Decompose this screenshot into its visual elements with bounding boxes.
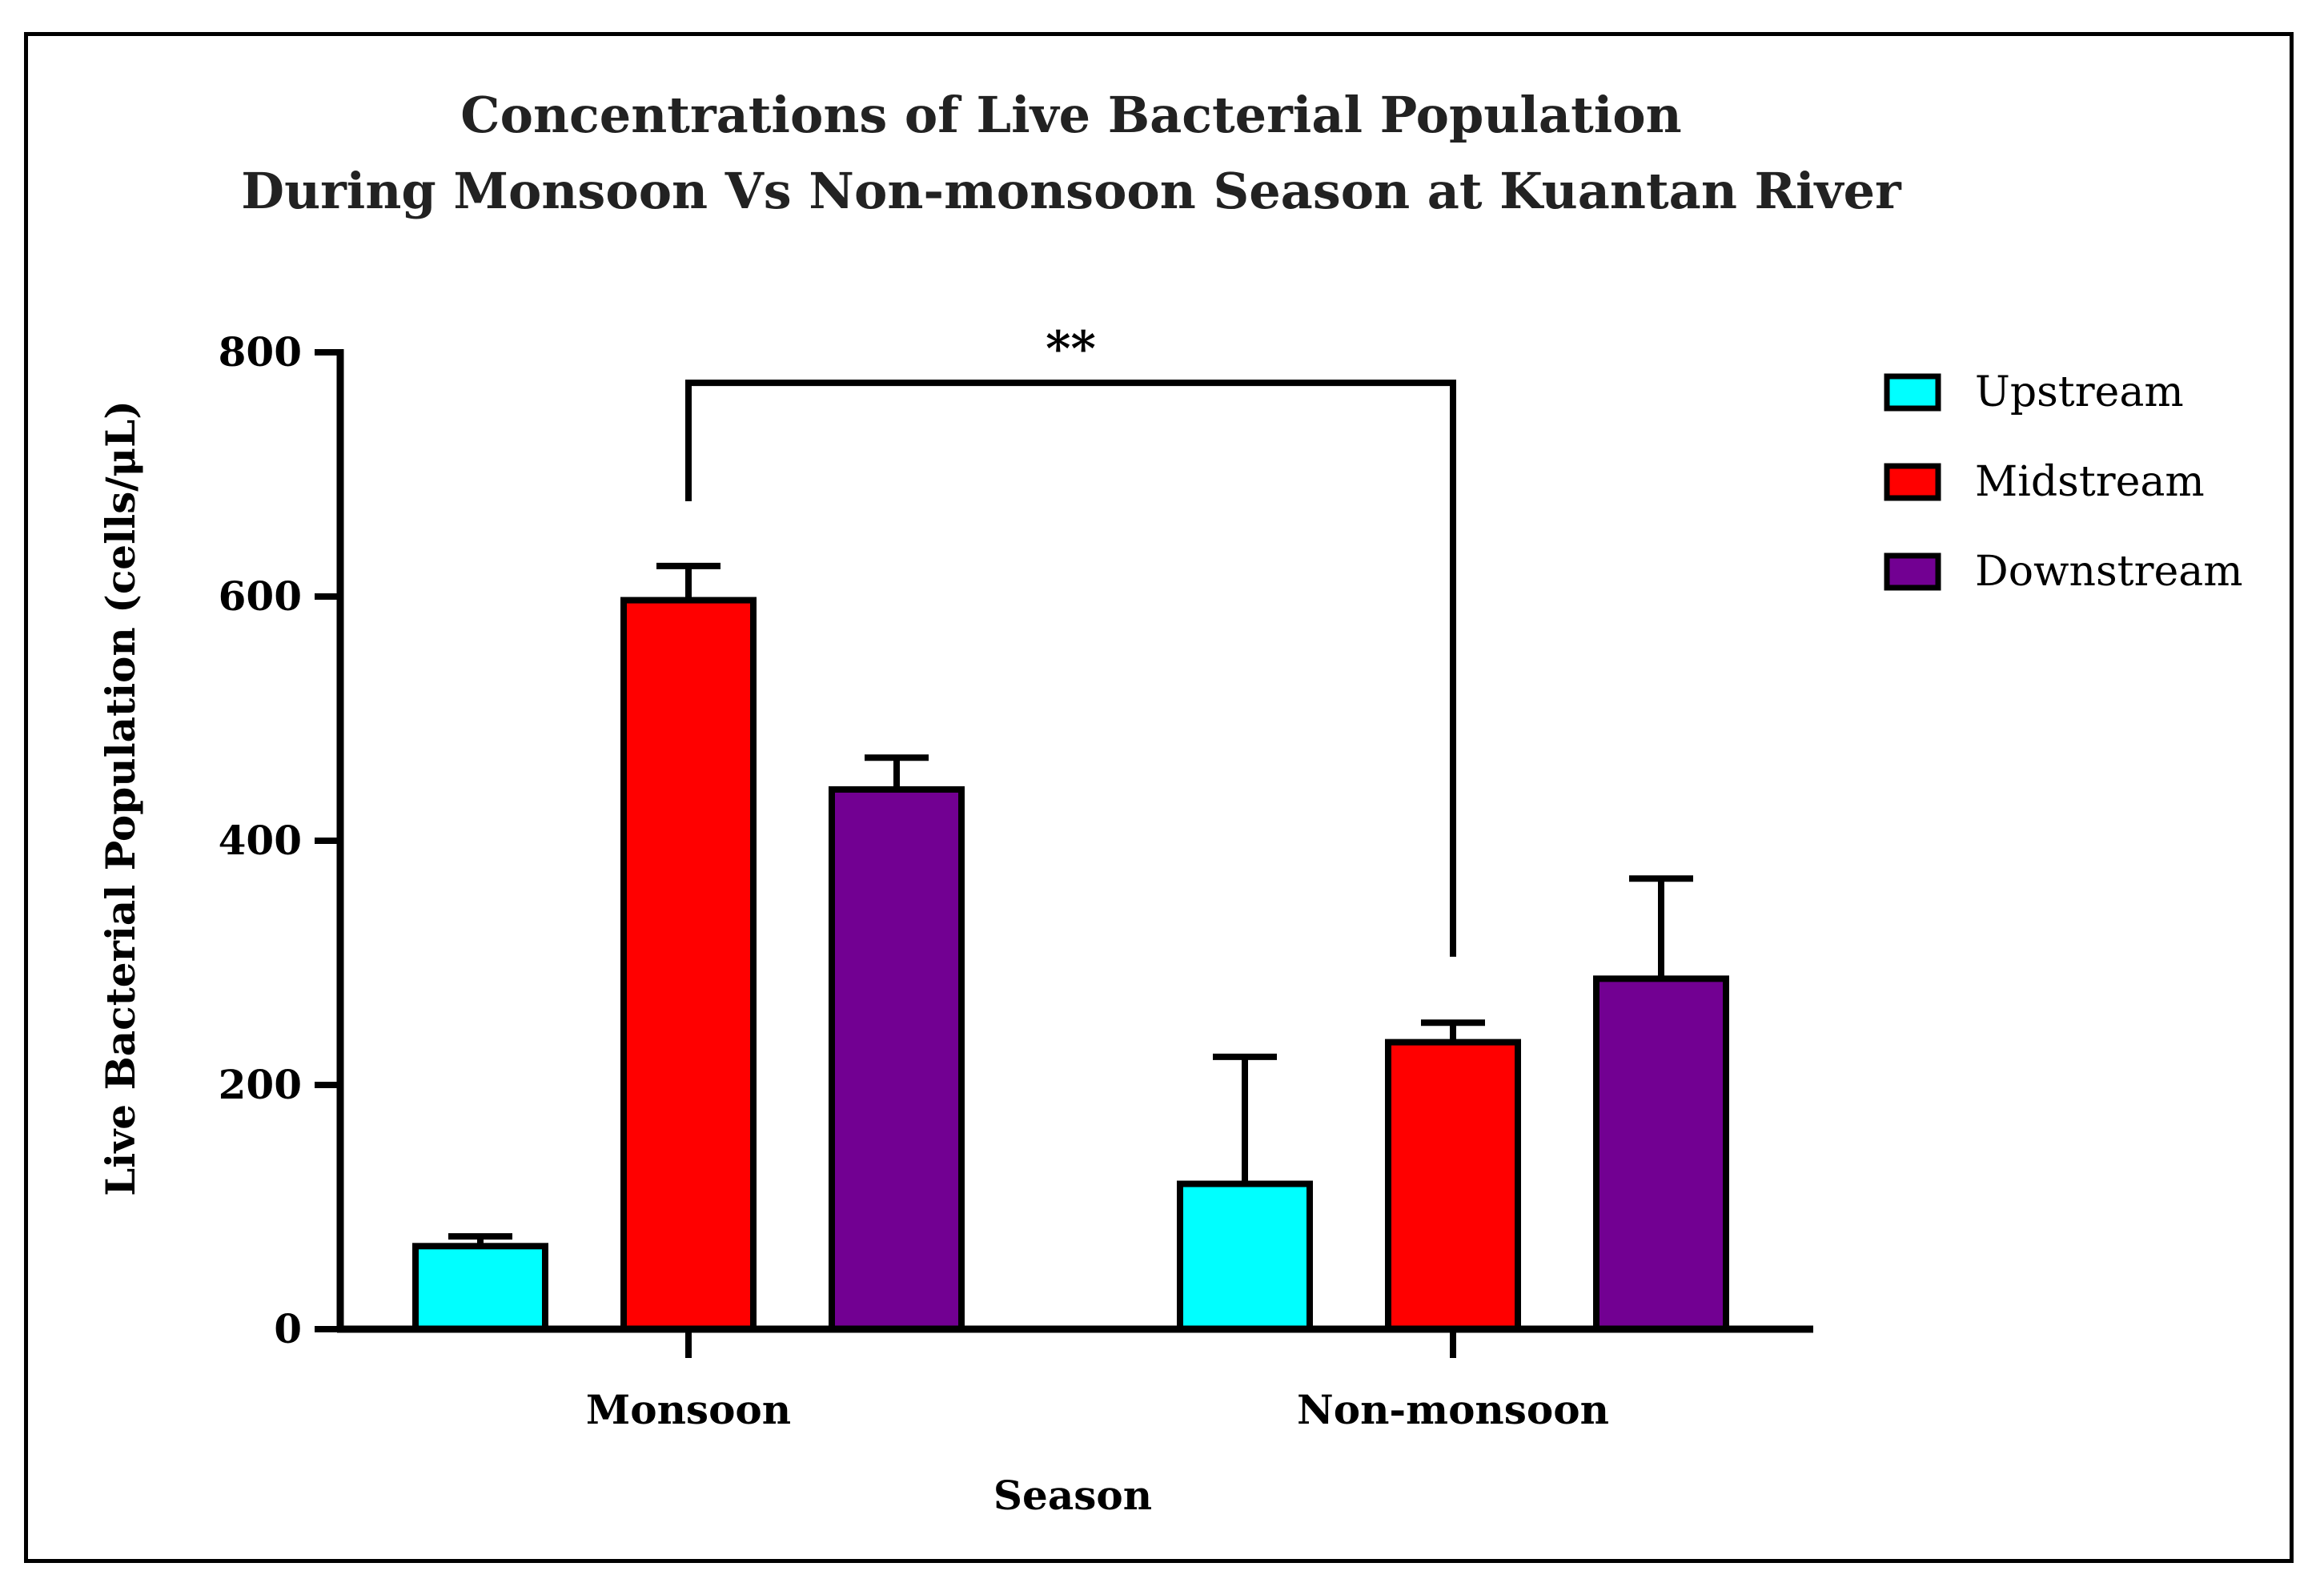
y-axis-label: Live Bacterial Population (cells/μL) <box>97 400 144 1196</box>
significance-label: ** <box>1046 321 1096 377</box>
chart-title: Concentrations of Live Bacterial Populat… <box>460 86 1681 144</box>
bar-midstream-non-monsoon <box>1385 1039 1521 1332</box>
bar-downstream-non-monsoon <box>1593 975 1729 1332</box>
bar-midstream-monsoon <box>620 597 757 1332</box>
bar-upstream-monsoon <box>412 1243 548 1333</box>
legend-swatch-upstream <box>1884 373 1941 412</box>
error-bars-layer <box>448 562 1693 1247</box>
x-axis-label: Season <box>993 1472 1152 1519</box>
chart-frame: Concentrations of Live Bacterial Populat… <box>24 32 2294 1563</box>
legend-label-downstream: Downstream <box>1975 548 2243 596</box>
x-tick-label-non-monsoon: Non-monsoon <box>1297 1386 1609 1433</box>
legend-swatch-midstream <box>1884 463 1941 501</box>
chart-subtitle: During Monsoon Vs Non-monsoon Season at … <box>241 162 1902 220</box>
legend: Upstream Midstream Downstream <box>1884 368 2243 596</box>
legend-label-upstream: Upstream <box>1975 368 2184 416</box>
bar-upstream-non-monsoon <box>1177 1180 1313 1333</box>
axes-layer: 0 200 400 600 800 Monsoon Non-monsoon <box>219 328 1813 1433</box>
legend-swatch-downstream <box>1884 552 1941 591</box>
legend-label-midstream: Midstream <box>1975 458 2205 506</box>
bar-downstream-monsoon <box>829 785 965 1332</box>
significance-bracket <box>685 380 1456 957</box>
x-tick-label-monsoon: Monsoon <box>586 1386 791 1433</box>
bar-chart: Concentrations of Live Bacterial Populat… <box>97 86 2243 1519</box>
y-tick-label-600: 600 <box>219 573 302 620</box>
y-tick-label-800: 800 <box>219 328 302 376</box>
significance-layer: ** <box>685 321 1456 957</box>
y-tick-label-200: 200 <box>219 1061 302 1108</box>
bars-layer <box>412 597 1729 1333</box>
y-tick-label-400: 400 <box>219 817 302 864</box>
y-tick-label-0: 0 <box>274 1305 302 1352</box>
